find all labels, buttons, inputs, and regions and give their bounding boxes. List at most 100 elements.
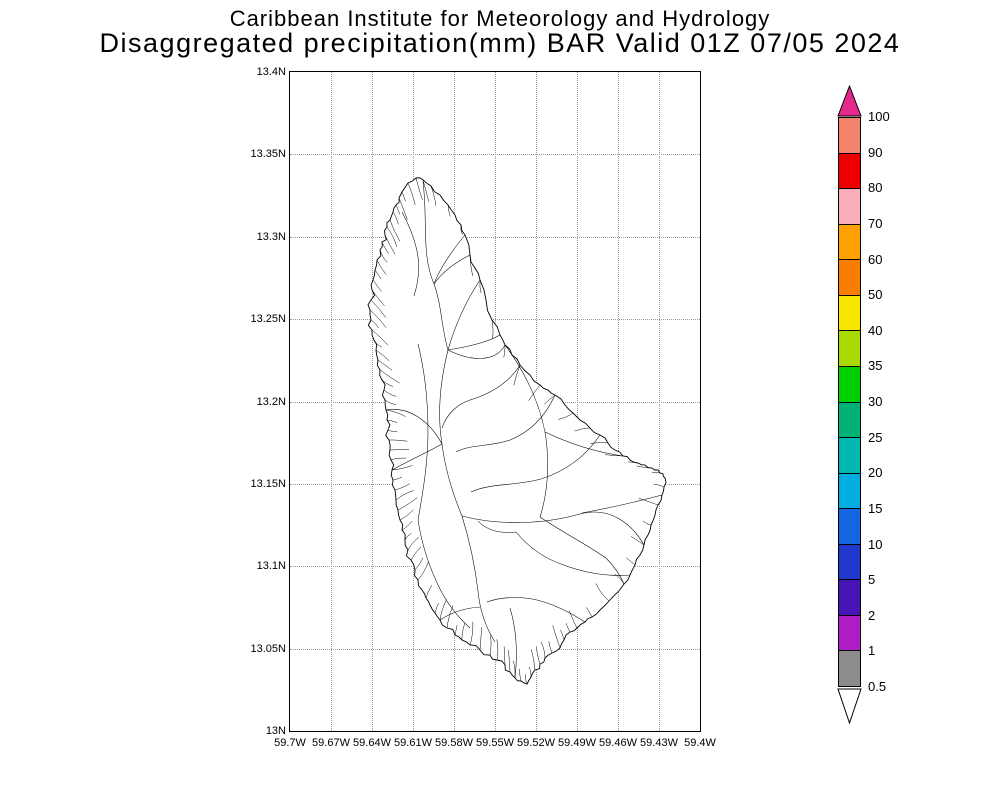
watershed-line	[447, 279, 481, 351]
gully-line	[401, 520, 413, 531]
colorbar-segment	[839, 472, 860, 509]
colorbar-segment	[839, 437, 860, 473]
gully-line	[558, 412, 574, 420]
gully-line	[376, 259, 387, 275]
gully-line	[397, 497, 418, 511]
gully-line	[384, 399, 397, 406]
gully-line	[566, 623, 571, 633]
gully-line	[414, 557, 424, 571]
gully-line	[560, 629, 565, 641]
gully-line	[491, 319, 494, 339]
watershed-line	[447, 334, 501, 351]
y-tick-label: 13.05N	[250, 642, 286, 655]
watershed-line	[417, 343, 429, 521]
watershed-line	[391, 443, 443, 471]
gully-line	[604, 454, 624, 457]
gully-line	[496, 639, 499, 661]
gully-line	[552, 625, 561, 649]
colorbar-segment	[839, 294, 860, 331]
gully-line	[503, 344, 506, 358]
gully-line	[586, 607, 593, 618]
colorbar-segment	[839, 223, 860, 260]
gully-line	[544, 394, 556, 405]
colorbar-level-label: 15	[868, 500, 883, 516]
gully-line	[370, 319, 380, 329]
gridline-vertical	[618, 72, 619, 731]
gully-line	[489, 635, 492, 656]
colorbar-level-label: 0.5	[868, 679, 887, 694]
gully-line	[479, 627, 482, 651]
plot-title: Disaggregated precipitation(mm) BAR Vali…	[99, 28, 901, 58]
colorbar-arrow-down-icon	[837, 688, 862, 724]
gully-line	[630, 536, 645, 546]
colorbar-level-label: 20	[868, 465, 883, 481]
coastal-gully-lines	[369, 177, 665, 685]
barbados-watershed-map	[367, 177, 667, 685]
colorbar-level-label: 5	[868, 572, 876, 588]
colorbar-level-label: 60	[868, 251, 883, 267]
gully-line	[384, 234, 396, 255]
colorbar-level-label: 100	[868, 109, 890, 124]
colorbar-segment	[839, 118, 860, 153]
gully-line	[373, 339, 382, 348]
gully-line	[469, 621, 474, 646]
gully-line	[389, 449, 410, 451]
y-tick-label: 13.25N	[250, 313, 286, 326]
gully-line	[391, 465, 413, 471]
gridline-vertical	[331, 72, 332, 731]
gully-line	[519, 668, 522, 682]
colorbar-segment	[839, 401, 860, 438]
colorbar-level-label: 1	[868, 643, 876, 659]
gully-line	[386, 419, 398, 423]
gully-line	[503, 646, 506, 666]
y-tick-label: 13N	[265, 725, 286, 737]
institute-title: Caribbean Institute for Meteorology and …	[229, 6, 771, 31]
gully-line	[407, 182, 416, 206]
colorbar-segment	[839, 188, 860, 224]
gully-line	[379, 249, 388, 263]
watershed-line	[477, 520, 517, 533]
gully-line	[430, 185, 437, 206]
watershed-line	[515, 531, 631, 576]
gully-line	[404, 533, 412, 541]
x-tick-label: 59.4W	[684, 737, 716, 749]
x-tick-label: 59.52W	[517, 737, 555, 749]
x-tick-label: 59.7W	[274, 737, 306, 749]
x-tick-label: 59.64W	[353, 737, 391, 749]
map-plot-area	[289, 71, 701, 732]
watershed-line	[509, 607, 517, 679]
gully-line	[369, 309, 387, 328]
gully-line	[407, 536, 420, 551]
gully-line	[525, 674, 528, 685]
gully-line	[370, 299, 387, 318]
gully-line	[381, 379, 393, 387]
gully-line	[377, 359, 393, 371]
gridline-vertical	[577, 72, 578, 731]
colorbar-level-label: 10	[868, 536, 883, 552]
gully-line	[642, 520, 652, 526]
colorbar-level-label: 90	[868, 144, 883, 160]
y-tick-label: 13.4N	[256, 66, 286, 78]
gully-line	[513, 364, 521, 386]
colorbar	[838, 117, 861, 687]
gully-line	[531, 649, 536, 671]
y-tick-label: 13.35N	[250, 148, 286, 161]
gully-line	[388, 439, 408, 442]
y-tick-label: 13.2N	[256, 395, 286, 408]
x-tick-label: 59.61W	[394, 737, 432, 749]
gully-line	[508, 650, 511, 673]
gully-line	[626, 557, 636, 566]
watershed-line	[447, 344, 506, 359]
gully-line	[399, 509, 414, 521]
gully-line	[390, 457, 407, 461]
watershed-line	[433, 234, 466, 285]
colorbar-arrow-up-icon	[837, 85, 862, 117]
gully-line	[590, 442, 609, 444]
colorbar-segment	[839, 614, 860, 651]
gully-line	[439, 599, 447, 621]
gully-line	[651, 471, 664, 475]
gully-line	[379, 369, 400, 384]
gully-line	[595, 583, 610, 602]
watershed-line	[461, 511, 645, 546]
gully-line	[415, 177, 423, 200]
